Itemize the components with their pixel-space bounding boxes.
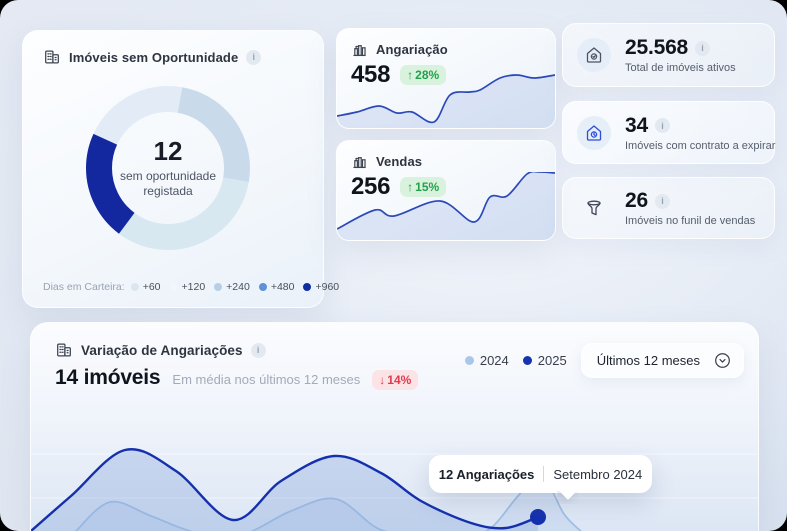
card-imoveis-sem-oportunidade: Imóveis sem Oportunidade i 12 sem oportu… (22, 30, 339, 308)
donut-value: 12 (153, 136, 183, 167)
delta-badge: ↑ 15% (400, 177, 447, 197)
stat-label: Imóveis com contrato a expirar (625, 139, 776, 152)
donut-segment-+60[interactable] (86, 86, 250, 250)
angariacao-sparkline (337, 74, 555, 128)
chart-tooltip: 12 Angariações Setembro 2024 (429, 455, 652, 493)
legend-dot (303, 283, 312, 291)
card-title: Variação de Angariações (81, 342, 243, 358)
legend-item: +60 (130, 281, 161, 293)
card-variacao-angariacoes: Variação de Angariações i 14 imóveis Em … (30, 322, 759, 531)
home-clock-icon (577, 115, 611, 150)
legend-dot (130, 283, 139, 291)
legend-dot (258, 283, 267, 291)
info-icon[interactable]: i (246, 49, 262, 65)
donut-label: sem oportunidade registada (119, 168, 217, 198)
donut-segment-+960[interactable] (86, 86, 250, 250)
stat-label: Imóveis no funil de vendas (625, 215, 756, 227)
stat-label: Total de imóveis ativos (625, 62, 736, 74)
legend-title: Dias em Carteira: (43, 281, 125, 293)
info-icon[interactable]: i (250, 342, 266, 358)
range-selector-dropdown[interactable]: Últimos 12 meses (580, 343, 744, 378)
card-title: Angariação (376, 42, 448, 57)
tooltip-period: Setembro 2024 (553, 466, 643, 482)
stat-value: 26 (625, 189, 648, 212)
legend-dot (464, 356, 474, 365)
donut-segment-+240[interactable] (86, 86, 250, 250)
kpi-value: 458 (351, 61, 391, 88)
variation-headline: 14 imóveis (55, 366, 161, 389)
arrow-down-icon: ↓ (379, 373, 386, 387)
legend-dot (214, 283, 223, 291)
info-icon[interactable]: i (654, 118, 670, 133)
data-point-marker[interactable] (530, 509, 546, 525)
buildings-icon (55, 341, 73, 359)
legend-item: +480 (258, 281, 294, 293)
kpi-value: 256 (351, 173, 391, 200)
arrow-up-icon: ↑ (407, 68, 414, 82)
stat-value: 25.568 (625, 36, 689, 59)
legend-item-2025[interactable]: 2025 (522, 353, 567, 368)
legend-item: +960 (303, 281, 339, 293)
card-title: Vendas (376, 154, 423, 169)
donut-segment-+120[interactable] (86, 86, 250, 250)
funnel-icon (577, 191, 611, 225)
arrow-up-icon: ↑ (407, 180, 414, 194)
legend-item-2024[interactable]: 2024 (464, 353, 509, 368)
variation-subtitle: Em média nos últimos 12 meses (172, 372, 361, 387)
card-contrato-a-expirar: 34 i Imóveis com contrato a expirar (562, 101, 775, 164)
range-selector-label: Últimos 12 meses (596, 353, 700, 368)
info-icon[interactable]: i (695, 40, 711, 56)
tooltip-value: 12 Angariações (438, 466, 535, 482)
variation-line-chart (31, 448, 758, 531)
home-check-icon (577, 38, 611, 72)
stat-value: 34 (625, 113, 648, 137)
delta-badge: ↓ 14% (372, 370, 419, 390)
legend-item: +120 (169, 281, 205, 293)
card-vendas: Vendas 256 ↑ 15% (336, 140, 556, 241)
bar-chart-icon (351, 153, 368, 170)
card-funil-de-vendas: 26 i Imóveis no funil de vendas (562, 177, 775, 239)
donut-legend: Dias em Carteira: +60 +120 +240 +480 +96… (43, 281, 339, 293)
bar-chart-icon (351, 41, 368, 58)
tooltip-separator (543, 466, 545, 482)
legend-dot (169, 283, 178, 291)
donut-chart (86, 86, 250, 250)
tooltip-pointer (557, 491, 579, 504)
card-angariacao: Angariação 458 ↑ 28% (336, 28, 556, 129)
buildings-icon (43, 48, 61, 66)
legend-dot (522, 356, 532, 365)
donut-center-text: 12 sem oportunidade registada (78, 78, 258, 258)
legend-item: +240 (214, 281, 250, 293)
card-title: Imóveis sem Oportunidade (69, 49, 239, 65)
chevron-down-circle-icon (714, 352, 731, 369)
info-icon[interactable]: i (654, 193, 670, 209)
card-total-imoveis-ativos: 25.568 i Total de imóveis ativos (562, 23, 775, 87)
vendas-sparkline (337, 172, 555, 240)
delta-badge: ↑ 28% (400, 65, 447, 85)
